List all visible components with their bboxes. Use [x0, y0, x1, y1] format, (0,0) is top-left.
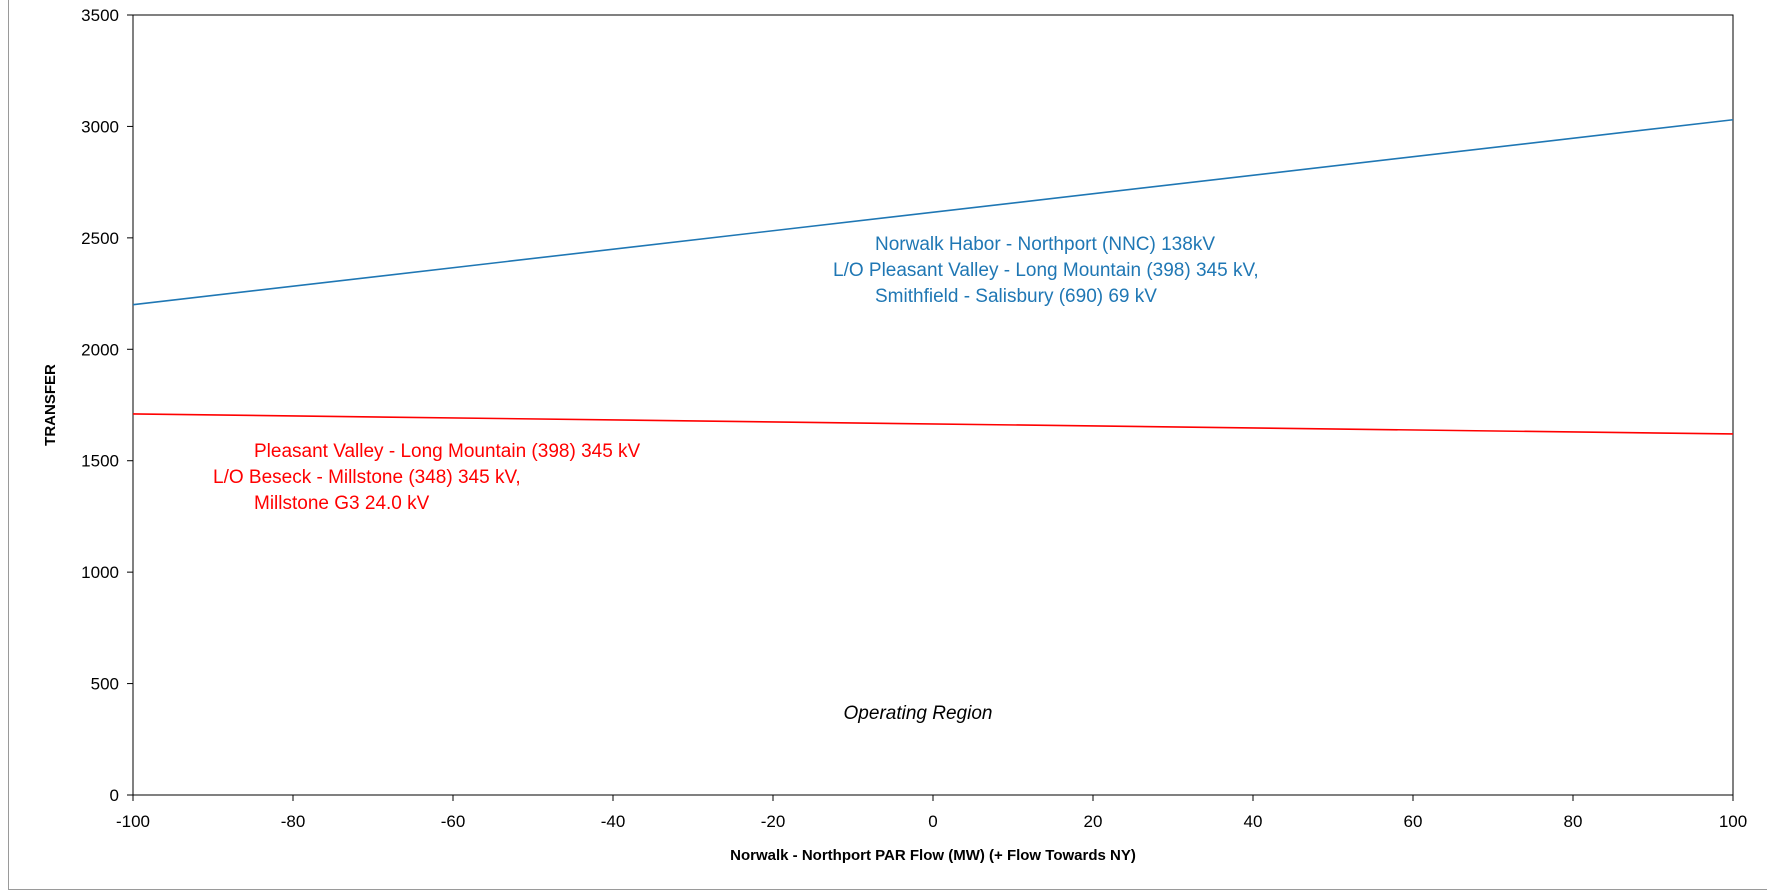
y-tick-label: 3000 — [81, 117, 119, 136]
operating-region-annotation: Operating Region — [844, 703, 993, 724]
series-layer — [132, 118, 1734, 435]
pleasant-valley-limit-label-line: Millstone G3 24.0 kV — [254, 493, 430, 514]
y-tick-label: 1500 — [81, 452, 119, 471]
x-tick-label: 80 — [1564, 812, 1583, 831]
x-tick-label: -60 — [441, 812, 466, 831]
y-tick-label: 2000 — [81, 340, 119, 359]
y-tick-label: 3500 — [81, 6, 119, 25]
x-tick-label: -100 — [116, 812, 150, 831]
x-tick-label: 60 — [1404, 812, 1423, 831]
y-tick-label: 1000 — [81, 563, 119, 582]
y-tick-label: 2500 — [81, 229, 119, 248]
nnc-limit-label-line: Smithfield - Salisbury (690) 69 kV — [875, 286, 1157, 307]
pleasant-valley-limit-label-line: Pleasant Valley - Long Mountain (398) 34… — [254, 441, 641, 462]
x-tick-label: -40 — [601, 812, 626, 831]
x-axis: -100 -80 -60 -40 -20 0 20 40 60 80 100 — [116, 795, 1747, 831]
pleasant-valley-limit-line — [132, 413, 1734, 435]
nnc-limit-line — [132, 118, 1734, 306]
x-tick-label: 0 — [928, 812, 937, 831]
y-tick-label: 0 — [110, 786, 119, 805]
x-tick-label: 40 — [1244, 812, 1263, 831]
y-tick-label: 500 — [91, 675, 119, 694]
y-axis-title: TRANSFER — [42, 364, 59, 446]
x-tick-label: -20 — [761, 812, 786, 831]
x-axis-title: Norwalk - Northport PAR Flow (MW) (+ Flo… — [730, 847, 1136, 864]
nnc-limit-label-line: Norwalk Habor - Northport (NNC) 138kV — [875, 234, 1215, 255]
plot-area — [132, 14, 1734, 796]
x-tick-label: 100 — [1719, 812, 1747, 831]
series-labels: Norwalk Habor - Northport (NNC) 138kV L/O… — [213, 234, 1259, 514]
x-tick-label: 20 — [1084, 812, 1103, 831]
chart-frame — [8, 0, 1767, 890]
x-tick-label: -80 — [281, 812, 306, 831]
nnc-limit-label-line: L/O Pleasant Valley - Long Mountain (398… — [833, 260, 1259, 281]
y-axis: 0 500 1000 1500 2000 2500 3000 3500 — [81, 6, 133, 805]
pleasant-valley-limit-label-line: L/O Beseck - Millstone (348) 345 kV, — [213, 467, 521, 488]
